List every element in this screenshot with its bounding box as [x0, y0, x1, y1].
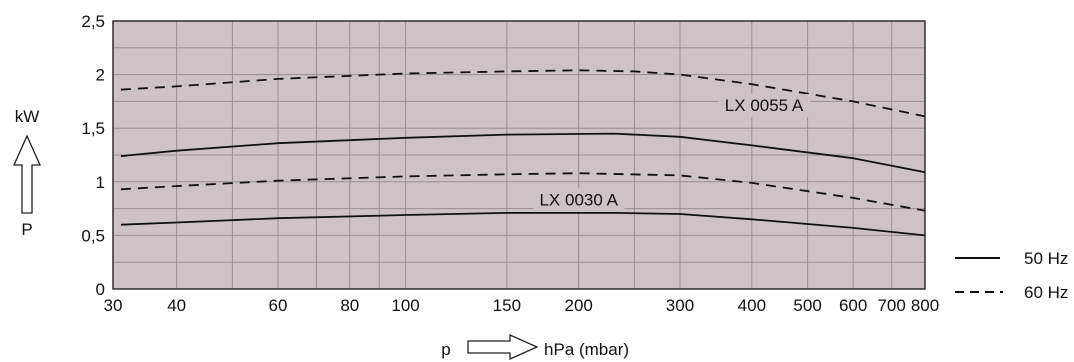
legend-label-60hz: 60 Hz	[1024, 283, 1068, 302]
x-tick-label: 200	[565, 296, 593, 315]
series-line-lx-0055-a-50hz	[120, 132, 926, 174]
x-tick-label: 300	[666, 296, 694, 315]
x-tick-label: 700	[877, 296, 905, 315]
x-tick-label: 400	[738, 296, 766, 315]
annotation-background	[533, 188, 625, 212]
x-tick-label: 60	[268, 296, 287, 315]
x-tick-label: 500	[793, 296, 821, 315]
x-tick-label: 30	[104, 296, 123, 315]
x-tick-label: 800	[911, 296, 939, 315]
x-tick-label: 600	[839, 296, 867, 315]
x-tick-label: 80	[340, 296, 359, 315]
y-tick-label: 2	[96, 66, 105, 85]
series-line-lx-0055-a-60hz	[120, 69, 926, 118]
y-tick-labels: 0 0,5 1 1,5 2 2,5	[81, 12, 105, 299]
y-tick-label: 0	[96, 280, 105, 299]
series-line-lx-0030-a-60hz	[120, 172, 926, 212]
y-tick-label: 1	[96, 173, 105, 192]
y-axis-unit: kW	[15, 107, 40, 126]
y-tick-label: 1,5	[81, 119, 105, 138]
y-tick-label: 2,5	[81, 12, 105, 31]
y-axis-symbol: P	[21, 220, 32, 239]
plot-border	[112, 20, 926, 290]
x-tick-label: 150	[493, 296, 521, 315]
legend-label-50hz: 50 Hz	[1024, 249, 1068, 268]
x-tick-labels: 30 40 60 80 100 150 200 300 400 500 600 700 800	[104, 296, 940, 315]
annotations: LX 0055 A LX 0030 A	[533, 94, 810, 212]
x-axis-unit: hPa (mbar)	[544, 340, 629, 359]
series-lines	[120, 69, 926, 237]
curve-annotation: LX 0055 A	[725, 96, 804, 115]
x-axis-symbol: p	[441, 340, 450, 359]
x-tick-label: 40	[167, 296, 186, 315]
grid	[112, 20, 926, 290]
series-line-lx-0030-a-50hz	[120, 211, 926, 237]
x-tick-label: 100	[391, 296, 419, 315]
y-tick-label: 0,5	[81, 226, 105, 245]
up-arrow-icon	[12, 134, 42, 214]
curve-annotation: LX 0030 A	[539, 190, 618, 209]
right-arrow-icon	[467, 333, 539, 361]
annotation-background	[718, 94, 810, 118]
legend: 50 Hz 60 Hz	[955, 249, 1068, 302]
